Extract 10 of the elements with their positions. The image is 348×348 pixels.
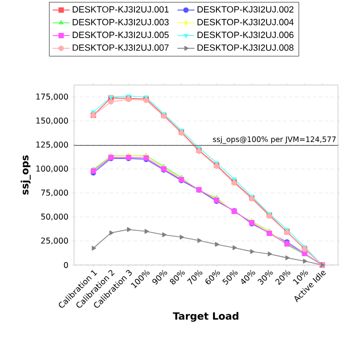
y-axis-title: ssj_ops: [20, 155, 31, 195]
legend-label: DESKTOP-KJ3I2UJ.003: [72, 18, 169, 26]
legend-label: DESKTOP-KJ3I2UJ.006: [198, 32, 294, 38]
legend-label: DESKTOP-KJ3I2UJ.008: [198, 44, 294, 51]
legend-label: DESKTOP-KJ3I2UJ.001: [72, 6, 169, 13]
legend-label: DESKTOP-KJ3I2UJ.005: [72, 32, 169, 38]
legend-label: DESKTOP-KJ3I2UJ.007: [72, 44, 169, 51]
legend-label: DESKTOP-KJ3I2UJ.004: [198, 18, 294, 26]
x-axis-title: Target Load: [172, 312, 238, 322]
legend-label: DESKTOP-KJ3I2UJ.002: [198, 6, 294, 13]
